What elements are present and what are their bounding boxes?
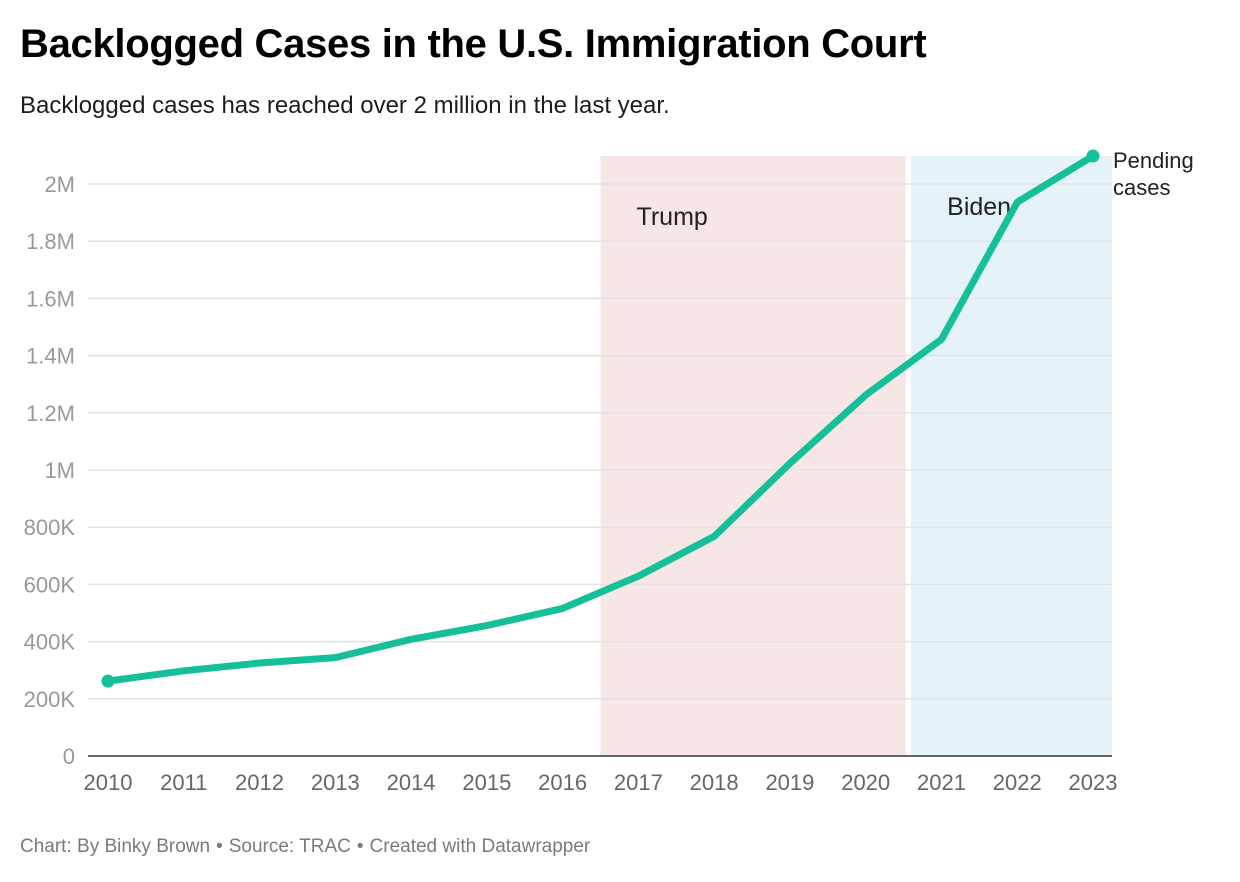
series-label-line: cases	[1113, 175, 1170, 200]
period-bands	[600, 156, 1112, 756]
y-tick-label: 400K	[24, 630, 76, 655]
x-tick-label: 2014	[387, 770, 436, 795]
x-tick-label: 2022	[993, 770, 1042, 795]
series-label: Pending cases	[1113, 148, 1194, 200]
x-tick-label: 2018	[690, 770, 739, 795]
x-tick-label: 2019	[765, 770, 814, 795]
y-tick-label: 1.6M	[26, 286, 75, 311]
footer-datawrapper-link[interactable]: Created with Datawrapper	[369, 836, 591, 857]
trump-period-band	[600, 156, 906, 756]
x-tick-label: 2021	[917, 770, 966, 795]
gridlines	[88, 183, 1112, 700]
y-tick-label: 0	[63, 744, 75, 769]
x-tick-label: 2015	[462, 770, 511, 795]
x-tick-label: 2023	[1069, 770, 1118, 795]
x-tick-label: 2016	[538, 770, 587, 795]
footer-author: Chart: By Binky Brown	[20, 836, 211, 857]
x-tick-label: 2012	[235, 770, 284, 795]
y-tick-label: 1.2M	[26, 401, 75, 426]
series-layer: Pending cases	[101, 148, 1194, 688]
y-tick-label: 800K	[24, 515, 76, 540]
y-tick-label: 600K	[24, 572, 76, 597]
footer-source-link[interactable]: Source: TRAC	[228, 836, 351, 857]
footer-separator: •	[216, 836, 223, 857]
x-tick-label: 2010	[84, 770, 133, 795]
biden-band-label: Biden	[947, 193, 1011, 221]
chart-subtitle: Backlogged cases has reached over 2 mill…	[20, 92, 670, 119]
x-tick-label: 2017	[614, 770, 663, 795]
x-tick-label: 2020	[841, 770, 890, 795]
chart-footer: Chart: By Binky Brown • Source: TRAC • Creat…	[20, 836, 590, 858]
biden-period-band	[911, 156, 1112, 756]
y-tick-label: 1M	[44, 458, 75, 483]
x-axis-ticks: 2010 2011 2012 2013 2014 2015 2016 2017 2018 2019…	[84, 770, 1118, 795]
chart-title: Backlogged Cases in the U.S. Immigration…	[20, 22, 927, 66]
footer-separator: •	[356, 836, 364, 857]
series-label-line: Pending	[1113, 148, 1194, 173]
x-tick-label: 2013	[311, 770, 360, 795]
trump-band-label: Trump	[637, 203, 708, 231]
y-axis-ticks: 0 200K 400K 600K 800K 1M 1.2M 1.4M 1.6M 1.8M 2M	[24, 172, 76, 769]
y-tick-label: 2M	[44, 172, 75, 197]
series-start-point	[101, 674, 115, 688]
x-tick-label: 2011	[160, 770, 207, 795]
series-end-point	[1086, 149, 1100, 163]
period-band-labels: Trump Biden	[637, 193, 1012, 231]
y-tick-label: 200K	[24, 687, 76, 712]
y-tick-label: 1.4M	[26, 344, 75, 369]
y-tick-label: 1.8M	[26, 229, 75, 254]
series-line	[104, 152, 1097, 685]
